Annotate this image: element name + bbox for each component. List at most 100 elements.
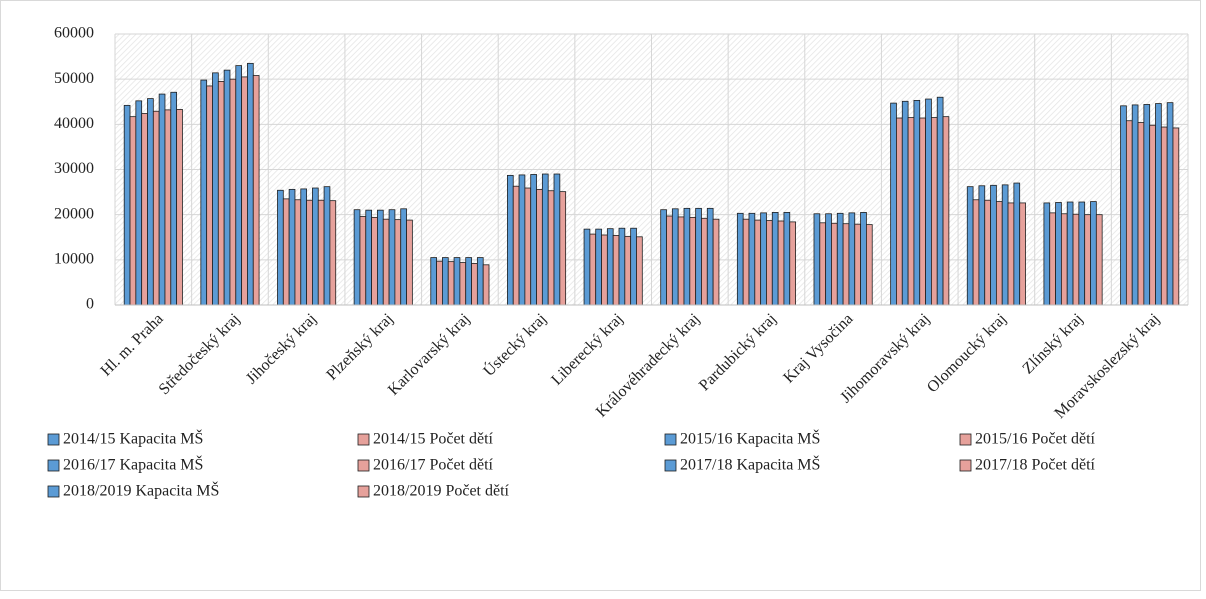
bar — [447, 261, 455, 306]
bar — [406, 219, 413, 306]
bar — [1160, 126, 1168, 306]
bar — [135, 100, 143, 306]
y-tick-label: 50000 — [54, 70, 94, 87]
bar — [476, 257, 484, 306]
legend-label: 2017/18 Počet dětí — [975, 457, 1096, 474]
bar — [754, 219, 762, 306]
bar — [1060, 213, 1068, 306]
y-tick-label: 10000 — [54, 251, 94, 268]
legend-label: 2014/15 Počet dětí — [373, 431, 494, 448]
bar — [317, 199, 325, 306]
bar — [164, 109, 172, 306]
bar — [930, 117, 938, 306]
bar — [453, 257, 461, 306]
bar — [1149, 124, 1156, 306]
bar — [459, 262, 467, 306]
bar — [612, 235, 620, 306]
bar — [583, 228, 591, 306]
bar — [442, 257, 449, 306]
bar — [848, 212, 856, 306]
bar — [984, 199, 991, 306]
bar — [436, 260, 443, 306]
y-tick-label: 60000 — [54, 25, 94, 42]
bar — [1055, 202, 1062, 306]
bar — [306, 199, 313, 306]
legend-swatch — [664, 433, 677, 446]
bar — [901, 100, 909, 306]
bar — [1155, 103, 1162, 306]
bar — [966, 186, 974, 306]
legend-label: 2017/18 Kapacita MŠ — [680, 455, 820, 474]
bar — [789, 221, 796, 306]
bar — [836, 212, 844, 306]
bar — [288, 188, 296, 306]
bar — [819, 222, 827, 306]
bar — [978, 185, 986, 306]
legend-swatch — [47, 459, 60, 472]
bar — [229, 78, 237, 306]
bar — [123, 104, 131, 306]
bar — [530, 174, 537, 306]
bar — [1137, 122, 1145, 306]
bar — [241, 76, 248, 306]
legend-swatch — [47, 433, 60, 446]
bar — [471, 263, 478, 306]
bar — [942, 116, 950, 306]
bar — [524, 187, 532, 306]
legend-swatch — [959, 433, 972, 446]
bar — [147, 98, 154, 306]
bar — [630, 227, 637, 306]
y-tick-label: 20000 — [54, 205, 94, 222]
bar — [683, 207, 691, 306]
bar — [353, 209, 361, 306]
bar — [129, 116, 137, 306]
bar — [1125, 120, 1133, 306]
bar — [913, 99, 921, 306]
bar — [206, 85, 213, 306]
legend-swatch — [357, 433, 370, 446]
bar — [536, 188, 543, 306]
bar — [1090, 201, 1097, 306]
bar — [141, 113, 148, 306]
bar — [512, 185, 520, 306]
bar — [235, 65, 243, 306]
bar — [1166, 102, 1174, 306]
bar — [936, 96, 944, 306]
bar — [677, 216, 685, 306]
legend-swatch — [357, 485, 370, 498]
bar — [995, 201, 1003, 306]
bar — [783, 212, 791, 306]
bar — [1078, 201, 1086, 306]
legend-swatch — [357, 459, 370, 472]
bar — [896, 117, 903, 306]
bar — [1066, 201, 1074, 306]
bar — [282, 198, 290, 306]
bar — [371, 216, 378, 306]
bar — [277, 189, 284, 306]
bar — [553, 173, 561, 306]
bar — [294, 199, 302, 306]
bar — [1007, 202, 1015, 306]
bar — [689, 216, 697, 306]
bar — [1131, 104, 1139, 306]
bar — [252, 75, 260, 306]
bar — [831, 222, 838, 306]
bar — [825, 213, 832, 306]
bar — [666, 215, 673, 306]
bar — [482, 264, 490, 306]
bar — [990, 184, 997, 306]
legend-swatch — [664, 459, 677, 472]
bar — [601, 234, 608, 306]
legend-label: 2016/17 Kapacita MŠ — [63, 455, 203, 474]
bar — [382, 218, 390, 306]
bar — [1043, 202, 1051, 306]
bar — [547, 190, 555, 306]
legend-label: 2018/2019 Kapacita MŠ — [63, 481, 219, 500]
bar — [595, 228, 602, 306]
bar — [624, 235, 632, 306]
bar — [217, 81, 225, 306]
bar — [212, 72, 219, 306]
bar — [771, 212, 779, 306]
y-tick-label: 0 — [86, 296, 94, 313]
